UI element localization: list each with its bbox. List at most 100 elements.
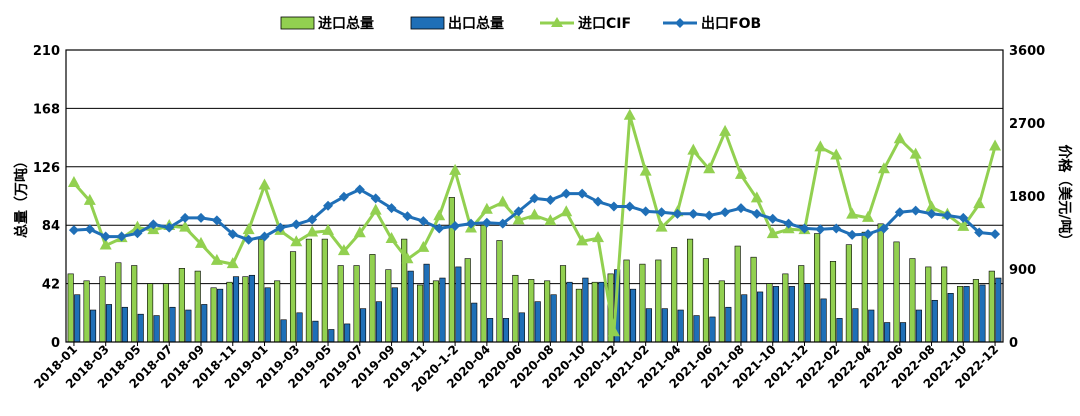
point-export-fob: [608, 201, 619, 212]
point-export-fob: [672, 208, 683, 219]
bar-import-volume: [702, 258, 709, 343]
bar-import-volume: [512, 274, 519, 343]
bar-import-volume: [925, 266, 932, 343]
point-import-cif: [893, 132, 906, 144]
bar-export-volume: [788, 286, 795, 343]
point-import-cif: [719, 124, 732, 136]
point-export-fob: [720, 207, 731, 218]
y-tick-label-left: 210: [33, 44, 60, 59]
point-export-fob: [338, 191, 349, 202]
bar-export-volume: [566, 281, 573, 343]
bar-import-volume: [353, 265, 360, 343]
bar-import-volume: [861, 231, 868, 343]
bar-import-volume: [972, 279, 979, 343]
point-export-fob: [815, 224, 826, 235]
point-import-cif: [703, 162, 716, 174]
point-import-cif: [322, 223, 335, 235]
point-export-fob: [68, 225, 79, 236]
point-import-cif: [512, 213, 525, 225]
point-export-fob: [767, 213, 778, 224]
y-tick-label-left: 84: [42, 219, 60, 234]
point-import-cif: [401, 252, 414, 264]
point-export-fob: [847, 229, 858, 240]
point-export-fob: [434, 223, 445, 234]
bar-export-volume: [836, 318, 843, 343]
point-import-cif: [179, 220, 192, 232]
bar-import-volume: [782, 273, 789, 343]
bar-export-volume: [757, 291, 764, 343]
bar-export-volume: [344, 323, 351, 343]
bar-export-volume: [502, 318, 510, 343]
bar-export-volume: [645, 308, 652, 343]
point-export-fob: [545, 195, 556, 206]
bar-export-volume: [979, 284, 986, 343]
bar-export-volume: [423, 263, 430, 343]
legend-label-export-volume: 出口总量: [448, 15, 504, 32]
bar-import-volume: [829, 261, 837, 343]
legend-marker-import-cif: [551, 17, 563, 27]
bar-export-volume: [487, 318, 494, 343]
point-export-fob: [688, 208, 699, 219]
point-import-cif: [385, 231, 398, 243]
bar-export-volume: [232, 276, 240, 343]
point-import-cif: [592, 231, 605, 243]
x-axis-ticks: 2018-012018-032018-052018-072018-092018-…: [31, 342, 1001, 395]
bar-export-volume: [153, 315, 160, 343]
point-import-cif: [862, 210, 875, 222]
bar-export-volume: [121, 306, 128, 343]
point-export-fob: [84, 224, 95, 235]
point-import-cif: [258, 178, 271, 190]
bar-export-volume: [868, 309, 875, 343]
bar-export-volume: [661, 308, 668, 343]
bar-export-volume: [360, 308, 367, 343]
legend-label-export-fob: 出口FOB: [701, 15, 761, 32]
plot-border: [65, 49, 1004, 343]
bar-export-volume: [677, 309, 684, 343]
point-import-cif: [544, 214, 557, 226]
bar-export-volume: [90, 309, 97, 343]
bar-export-volume: [518, 312, 525, 343]
point-export-fob: [529, 193, 540, 204]
point-export-fob: [704, 210, 715, 221]
point-export-fob: [481, 217, 492, 228]
point-import-cif: [369, 203, 382, 215]
bar-import-volume: [369, 254, 376, 343]
bar-export-volume: [709, 316, 716, 343]
point-export-fob: [751, 208, 762, 219]
point-export-fob: [148, 219, 159, 230]
lines: [67, 108, 1002, 337]
bar-export-volume: [201, 304, 208, 343]
point-export-fob: [863, 229, 874, 240]
point-import-cif: [337, 244, 350, 256]
point-import-cif: [877, 162, 890, 174]
legend-swatch-export-volume: [410, 16, 445, 30]
legend-label-import-volume: 进口总量: [318, 15, 374, 32]
axes: [65, 49, 1004, 343]
point-export-fob: [100, 231, 111, 242]
point-export-fob: [513, 206, 524, 217]
bar-export-volume: [296, 312, 303, 343]
bar-import-volume: [845, 244, 852, 343]
legend: 进口总量 出口总量 进口CIF 出口FOB: [280, 15, 761, 32]
bar-export-volume: [598, 281, 605, 343]
point-export-fob: [402, 211, 413, 222]
point-import-cif: [83, 193, 96, 205]
point-export-fob: [418, 216, 429, 227]
bar-import-volume: [210, 287, 217, 343]
bar-import-volume: [798, 265, 805, 343]
point-import-cif: [131, 220, 144, 232]
bar-export-volume: [312, 320, 319, 343]
bar-export-volume: [899, 322, 907, 343]
bar-import-volume: [162, 283, 170, 343]
bar-export-volume: [884, 322, 891, 343]
y-tick-label-left: 0: [51, 336, 60, 351]
bar-export-volume: [137, 313, 144, 343]
bar-import-volume: [591, 281, 598, 343]
point-export-fob: [593, 196, 604, 207]
bar-import-volume: [385, 269, 392, 343]
bar-import-volume: [147, 283, 154, 343]
bar-export-volume: [931, 299, 938, 343]
bar-import-volume: [289, 251, 297, 343]
bar-import-volume: [639, 263, 646, 343]
